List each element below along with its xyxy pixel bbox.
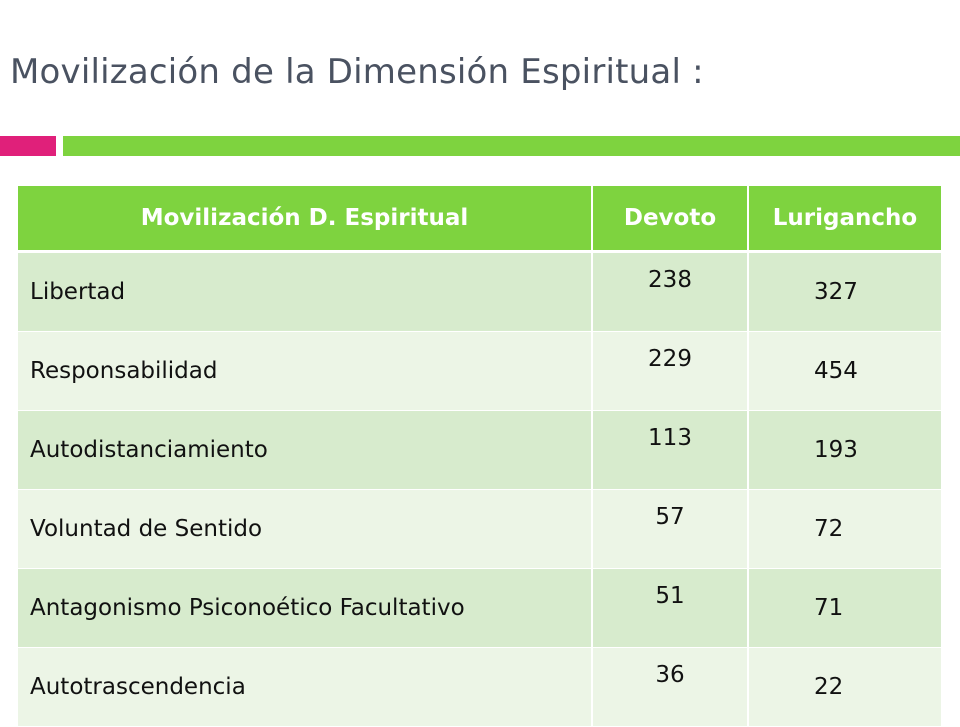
table-row: Autotrascendencia 36 22 xyxy=(18,647,941,727)
devoto-value: 36 xyxy=(592,647,749,727)
header-row: Movilización D. Espiritual Devoto Luriga… xyxy=(18,186,941,252)
row-label: Voluntad de Sentido xyxy=(18,489,593,569)
slide-title: Movilización de la Dimensión Espiritual … xyxy=(10,52,704,92)
table-row: Autodistanciamiento 113 193 xyxy=(18,410,941,490)
table-row: Antagonismo Psiconoético Facultativo 51 … xyxy=(18,568,941,648)
row-label: Autotrascendencia xyxy=(18,647,593,727)
table-row: Libertad 238 327 xyxy=(18,251,941,332)
data-table: Movilización D. Espiritual Devoto Luriga… xyxy=(18,186,941,727)
lurigancho-value: 327 xyxy=(748,251,941,332)
row-label: Libertad xyxy=(18,251,593,332)
header-devoto: Devoto xyxy=(592,186,749,252)
lurigancho-value: 71 xyxy=(748,568,941,648)
devoto-value: 113 xyxy=(592,410,749,490)
lurigancho-value: 22 xyxy=(748,647,941,727)
table-row: Voluntad de Sentido 57 72 xyxy=(18,489,941,569)
row-label: Antagonismo Psiconoético Facultativo xyxy=(18,568,593,648)
devoto-value: 57 xyxy=(592,489,749,569)
lurigancho-value: 454 xyxy=(748,331,941,411)
lurigancho-value: 72 xyxy=(748,489,941,569)
header-movilizacion: Movilización D. Espiritual xyxy=(18,186,593,252)
accent-bar-pink xyxy=(0,136,56,156)
lurigancho-value: 193 xyxy=(748,410,941,490)
row-label: Autodistanciamiento xyxy=(18,410,593,490)
devoto-value: 51 xyxy=(592,568,749,648)
row-label: Responsabilidad xyxy=(18,331,593,411)
devoto-value: 238 xyxy=(592,251,749,332)
accent-bar-green xyxy=(63,136,960,156)
header-lurigancho: Lurigancho xyxy=(748,186,941,252)
table-row: Responsabilidad 229 454 xyxy=(18,331,941,411)
devoto-value: 229 xyxy=(592,331,749,411)
